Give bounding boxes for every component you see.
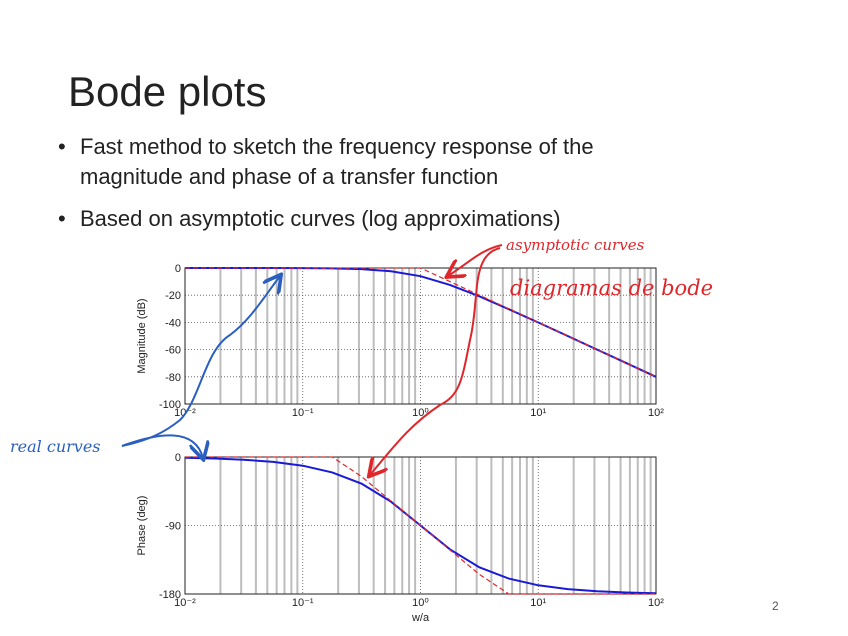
x-tick-label: 10⁻² xyxy=(174,597,196,609)
y-tick-label: -80 xyxy=(165,372,181,384)
bullet: Fast method to sketch the frequency resp… xyxy=(58,132,680,192)
series-line xyxy=(185,267,657,378)
x-tick-label: 10² xyxy=(648,407,664,419)
plot-frame xyxy=(184,456,657,595)
series-line xyxy=(185,456,656,595)
x-tick-label: 10⁻¹ xyxy=(292,597,314,609)
annotation: diagramas de bode xyxy=(510,276,713,300)
x-tick-label: 10² xyxy=(648,597,664,609)
x-tick-label: 10⁻¹ xyxy=(292,407,314,419)
arrow xyxy=(370,247,501,475)
y-tick-label: -90 xyxy=(165,521,181,533)
x-tick-label: 10¹ xyxy=(530,597,546,609)
arrow xyxy=(448,244,503,276)
bullet: Based on asymptotic curves (log approxim… xyxy=(58,204,720,234)
y-tick-label: -20 xyxy=(165,290,181,302)
chart-group: 10⁻² 10⁻¹ 10⁰ 10¹ 10² 0 -20 -40 -60 -80 -100 Magnit… xyxy=(136,263,664,624)
y-tick-label: -180 xyxy=(159,589,181,601)
x-axis-label: w/a xyxy=(411,612,430,624)
y-tick-label: -100 xyxy=(159,399,181,411)
arrow xyxy=(121,276,280,447)
y-axis-label: Magnitude (dB) xyxy=(136,298,148,373)
annotation: asymptotic curves xyxy=(506,236,645,254)
x-tick-label: 10⁰ xyxy=(412,407,429,419)
slide-title: Bode plots xyxy=(68,68,267,115)
y-tick-label: 0 xyxy=(175,452,181,464)
y-tick-label: 0 xyxy=(175,263,181,275)
y-tick-label: -40 xyxy=(165,317,181,329)
arrow xyxy=(121,434,203,458)
y-axis-label: Phase (deg) xyxy=(136,496,148,556)
annotation: real curves xyxy=(10,437,101,456)
page-number: 2 xyxy=(772,599,779,613)
y-tick-label: -60 xyxy=(165,345,181,357)
x-tick-label: 10⁰ xyxy=(412,597,429,609)
x-tick-label: 10¹ xyxy=(530,407,546,419)
